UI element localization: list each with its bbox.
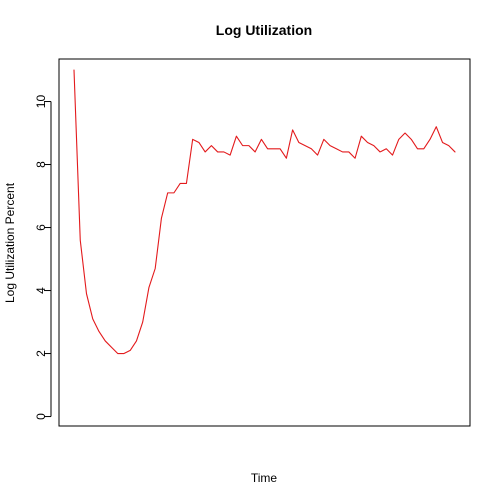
y-axis: 0 2 4 6 8 10 (34, 95, 52, 420)
y-axis-label: Log Utilization Percent (3, 182, 17, 303)
y-tick-label: 2 (34, 350, 48, 357)
y-tick-label: 6 (34, 224, 48, 231)
y-tick-label: 8 (34, 161, 48, 168)
series-layer (73, 69, 456, 355)
y-tick-label: 0 (34, 413, 48, 420)
plot-frame (58, 58, 471, 427)
y-tick-label: 4 (34, 287, 48, 294)
chart-title: Log Utilization (216, 22, 312, 38)
y-tick-label: 10 (34, 95, 48, 109)
series-line-log-utilization (73, 69, 456, 355)
x-axis-label: Time (251, 471, 278, 485)
